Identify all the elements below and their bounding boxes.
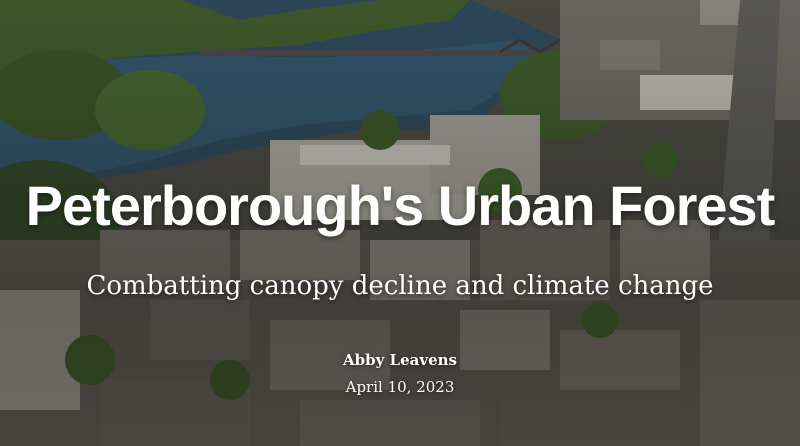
author-name: Abby Leavens bbox=[343, 351, 457, 369]
publish-date: April 10, 2023 bbox=[345, 378, 455, 396]
page-title: Peterborough's Urban Forest bbox=[25, 174, 776, 237]
page-subtitle: Combatting canopy decline and climate ch… bbox=[86, 271, 714, 301]
